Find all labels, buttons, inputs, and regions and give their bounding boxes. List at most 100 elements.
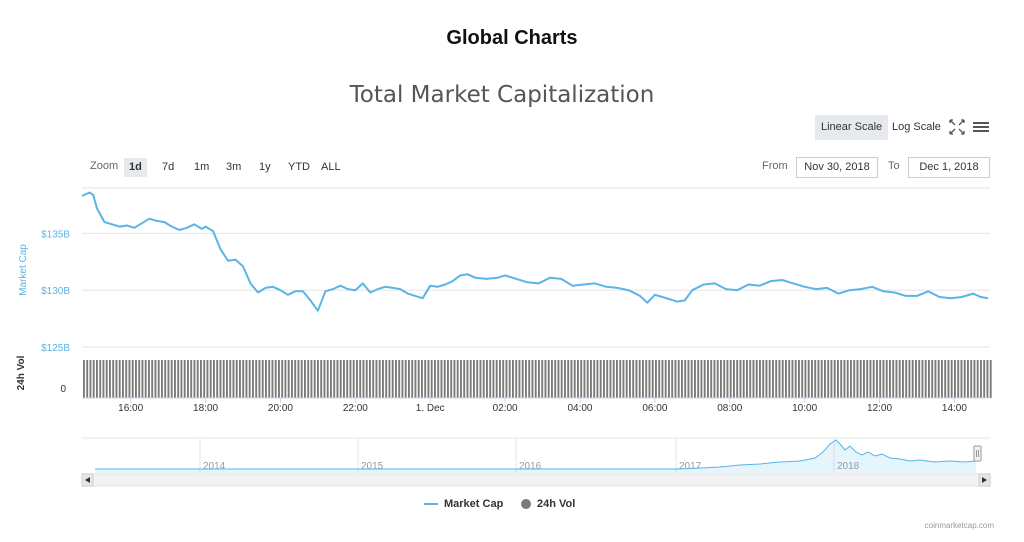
volume-bar [827,360,830,398]
volume-bar [372,360,375,398]
volume-bar [479,360,482,398]
volume-bar [687,360,690,398]
volume-bar [190,360,193,398]
volume-bar [401,360,404,398]
volume-bar [226,360,228,398]
volume-bar [976,360,979,398]
volume-bar [716,360,719,398]
from-date-input[interactable] [796,157,878,178]
navigator-handle [973,445,982,462]
volume-bar [359,360,362,398]
zoom-1m-button[interactable]: 1m [194,161,210,173]
volume-bar [736,360,739,398]
volume-bar [749,360,752,398]
volume-bar [206,360,209,398]
legend-volume[interactable]: 24h Vol [521,498,575,510]
volume-bar [112,360,115,398]
volume-bar [846,360,849,398]
volume-bar [105,360,108,398]
volume-bar [947,360,950,398]
volume-bar [577,360,579,398]
zoom-3m-button[interactable]: 3m [226,161,242,173]
volume-bar [889,360,891,398]
volume-bar [924,360,927,398]
volume-bar [671,360,674,398]
x-tick-label: 06:00 [642,403,667,414]
navigator-year-label: 2014 [203,461,226,472]
volume-bar [131,360,134,398]
volume-bar [853,360,856,398]
volume-bar [814,360,817,398]
volume-bar [567,360,570,398]
zoom-7d-button[interactable]: 7d [162,161,175,173]
volume-bar [531,360,534,398]
volume-bar [911,360,914,398]
zoom-1y-button[interactable]: 1y [259,161,271,173]
scrollbar-left-button [81,473,94,487]
volume-bar [365,360,368,398]
volume-bar [703,360,706,398]
volume-bar [963,360,966,398]
volume-bar [430,360,433,398]
volume-bar [554,360,557,398]
zoom-ytd-button[interactable]: YTD [288,161,310,173]
linear-scale-button[interactable]: Linear Scale [815,115,889,140]
volume-bar [856,360,859,398]
volume-bar [772,360,774,398]
navigator-year-label: 2016 [519,461,542,472]
volume-bar [609,360,612,398]
log-scale-button[interactable]: Log Scale [892,121,941,133]
volume-bar [694,360,696,398]
volume-bar [411,360,414,398]
volume-bar [304,360,306,398]
volume-bar [570,360,573,398]
scroll-right-icon [982,477,987,483]
volume-bar [801,360,804,398]
volume-bar [775,360,778,398]
volume-bar [603,360,605,398]
volume-bar [739,360,742,398]
volume-bar [973,360,976,398]
volume-bar [219,360,222,398]
navigator-line [95,439,977,470]
volume-bar [619,360,622,398]
volume-bar [320,360,323,398]
volume-bar [986,360,989,398]
volume-bar [980,360,982,398]
y-tick-label: $130B [41,286,70,297]
volume-bar [512,360,514,398]
volume-bar [170,360,173,398]
menu-icon[interactable] [971,117,991,137]
volume-bar [255,360,258,398]
volume-bar [232,360,235,398]
volume-bar [187,360,189,398]
volume-bar [859,360,862,398]
volume-bar [135,360,137,398]
volume-bar [837,360,839,398]
zoom-1d-button[interactable]: 1d [124,158,147,177]
volume-bar [798,360,800,398]
volume-bar [200,360,202,398]
volume-bar [593,360,596,398]
volume-bar [118,360,121,398]
volume-bar [882,360,885,398]
volume-bar [362,360,365,398]
x-tick-label: 18:00 [193,403,218,414]
volume-bar [528,360,531,398]
legend-market-cap[interactable]: Market Cap [424,498,503,510]
credits[interactable]: coinmarketcap.com [924,521,994,530]
volume-bar [417,360,420,398]
volume-bar [177,360,180,398]
to-date-input[interactable] [908,157,990,178]
fullscreen-icon[interactable] [947,117,967,137]
zoom-all-button[interactable]: ALL [321,161,341,173]
y-axis-title: Market Cap [18,244,29,296]
volume-bar [957,360,960,398]
x-tick-label: 08:00 [717,403,742,414]
volume-bar [645,360,648,398]
legend-line-icon [424,503,438,505]
volume-bar [492,360,495,398]
x-tick-label: 22:00 [343,403,368,414]
volume-bar [343,360,345,398]
volume-bar [183,360,186,398]
